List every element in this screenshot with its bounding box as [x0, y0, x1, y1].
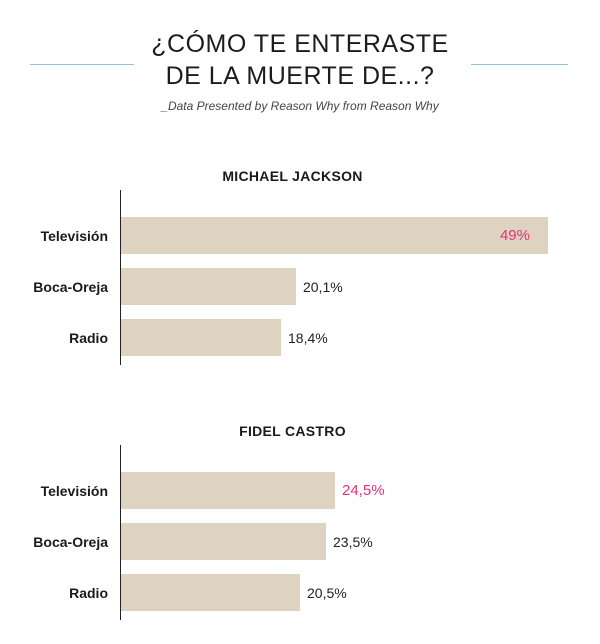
- y-axis-line: [120, 190, 121, 365]
- value-label: 18,4%: [288, 330, 328, 346]
- category-label: Radio: [69, 330, 108, 346]
- chart-title-line2: DE LA MUERTE DE...?: [165, 62, 435, 90]
- bar: [121, 319, 281, 356]
- value-label: 20,1%: [303, 279, 343, 295]
- chart-title: ¿CÓMO TE ENTERASTE DE LA MUERTE DE...?: [0, 28, 600, 92]
- value-label: 49%: [499, 227, 530, 244]
- bar: [121, 217, 548, 254]
- panel-title: FIDEL CASTRO: [239, 423, 346, 439]
- category-label: Boca-Oreja: [33, 279, 108, 295]
- bar: [121, 523, 326, 560]
- title-rule-right: [471, 64, 568, 65]
- value-label: 23,5%: [333, 534, 373, 550]
- category-label: Televisión: [40, 483, 108, 499]
- title-rule-left: [30, 64, 134, 65]
- bar: [121, 574, 300, 611]
- category-label: Boca-Oreja: [33, 534, 108, 550]
- category-label: Televisión: [40, 228, 108, 244]
- bar: [121, 268, 296, 305]
- chart-subtitle: _Data Presented by Reason Why from Reaso…: [161, 99, 439, 113]
- panel-title: MICHAEL JACKSON: [222, 168, 363, 184]
- chart-title-line1: ¿CÓMO TE ENTERASTE: [151, 30, 449, 58]
- bar: [121, 472, 335, 509]
- value-label: 20,5%: [307, 585, 347, 601]
- value-label: 24,5%: [342, 482, 385, 499]
- category-label: Radio: [69, 585, 108, 601]
- y-axis-line: [120, 445, 121, 620]
